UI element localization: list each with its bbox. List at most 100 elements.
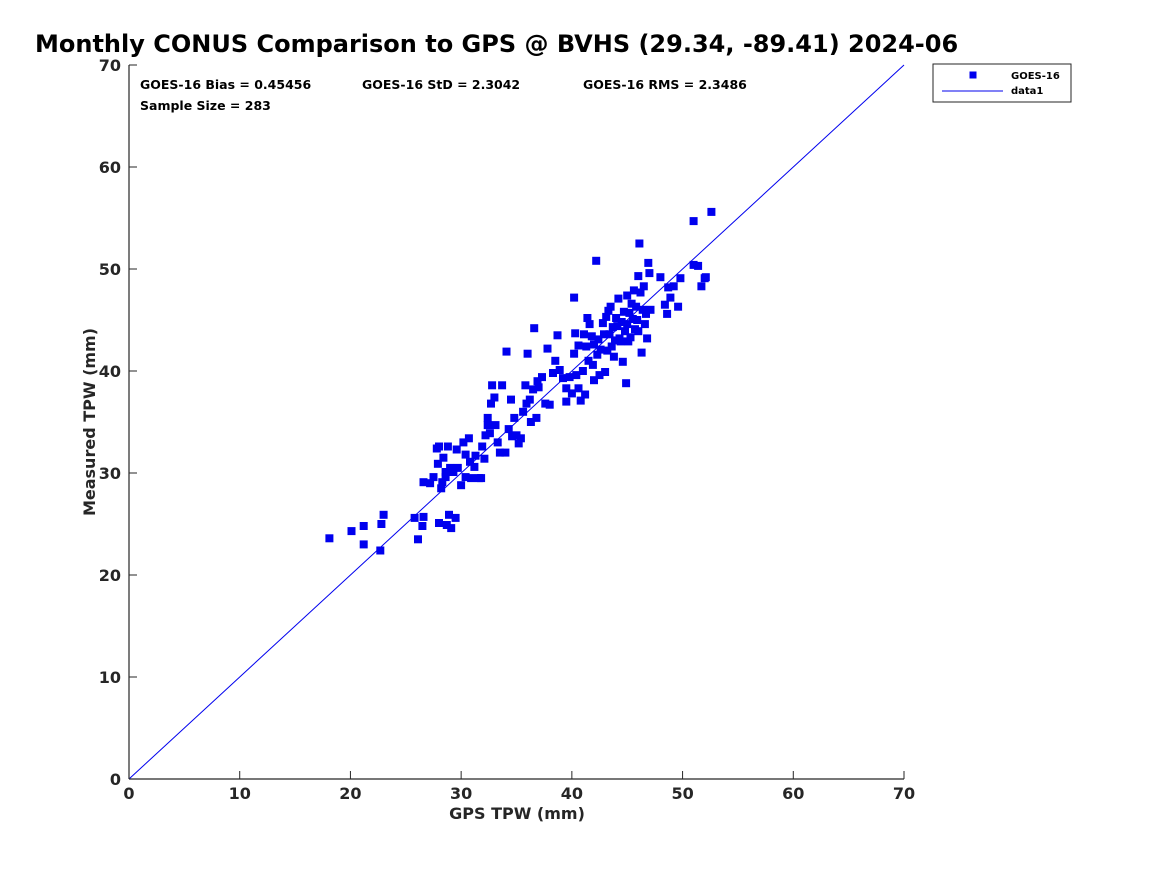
data-point [549,369,557,377]
data-point [562,384,571,393]
identity-line [128,64,905,780]
data-point [583,314,592,322]
data-point [526,418,535,426]
data-point [441,468,450,476]
data-point [576,396,585,405]
data-point [478,442,487,451]
data-point [570,293,579,302]
data-point [624,337,633,346]
data-point [453,463,462,472]
data-point [457,481,466,490]
y-ticks: 0 10 20 30 40 50 60 70 [99,56,137,789]
data-point [565,373,574,382]
data-point [656,273,665,282]
data-point [669,282,678,291]
data-point [555,366,564,374]
data-point [606,302,615,311]
data-point [553,331,562,340]
data-point [439,453,448,462]
data-point [627,299,636,308]
data-point [435,442,443,451]
data-point [442,521,451,529]
data-point [477,474,486,483]
y-axis-label: Measured TPW (mm) [80,328,99,516]
data-point [441,473,450,482]
data-point [379,510,388,519]
data-point [483,413,492,422]
y-tick-label: 50 [99,260,121,279]
data-point [645,269,654,278]
data-point [611,336,619,345]
data-point [525,395,534,404]
data-point [538,373,546,382]
data-point [618,357,627,366]
data-point [666,293,675,302]
data-point [616,337,625,346]
data-point [598,319,607,328]
data-point [644,258,653,267]
data-point [701,273,710,282]
data-point [512,431,521,440]
data-point [596,345,605,354]
data-point [622,379,631,388]
x-tick-label: 30 [450,784,472,803]
data-point [410,513,419,522]
data-point [623,320,632,329]
data-point [623,291,632,300]
data-point [426,479,435,488]
data-point [498,381,507,390]
data-point [502,347,511,356]
data-point [602,312,611,321]
data-point [614,294,623,303]
data-point [419,478,428,487]
data-point [572,371,581,380]
data-point [663,309,672,318]
data-point [621,327,629,336]
data-point [495,448,504,457]
data-point [689,260,698,269]
data-point [625,308,634,317]
data-point [676,274,685,283]
data-point [519,407,528,416]
x-ticks: 0 10 20 30 40 50 60 70 [123,771,915,803]
data-point [467,474,476,483]
data-point [646,305,655,314]
legend-marker-square [969,71,977,79]
std-stat: GOES-16 StD = 2.3042 [362,77,520,92]
data-point [514,439,523,448]
data-point [480,454,489,463]
data-point [543,344,552,353]
data-point [459,438,468,447]
data-point [487,399,495,408]
data-point [493,438,502,447]
data-point [694,261,703,270]
data-point [534,383,543,392]
data-point [532,413,541,422]
legend-box [932,63,1072,103]
data-point [640,320,649,329]
data-point [461,450,470,459]
sample-size-stat: Sample Size = 283 [140,98,271,113]
data-point [634,327,643,336]
y-tick-label: 40 [99,362,121,381]
bias-stat: GOES-16 Bias = 0.45456 [140,77,311,92]
data-point [325,534,334,543]
data-point [435,519,443,527]
data-point [429,473,438,482]
data-point [628,315,637,323]
chart-title: Monthly CONUS Comparison to GPS @ BVHS (… [35,30,958,58]
rms-stat: GOES-16 RMS = 2.3486 [583,77,747,92]
data-point [574,384,583,393]
data-point [501,448,510,457]
data-point [510,413,519,422]
data-point [507,395,515,404]
data-point [664,283,673,292]
data-point [590,376,598,385]
data-point [567,389,576,398]
data-point [437,484,446,493]
data-point [359,540,368,549]
data-point [617,318,626,326]
data-point [633,316,642,324]
data-point [483,421,492,430]
data-point [530,324,539,333]
